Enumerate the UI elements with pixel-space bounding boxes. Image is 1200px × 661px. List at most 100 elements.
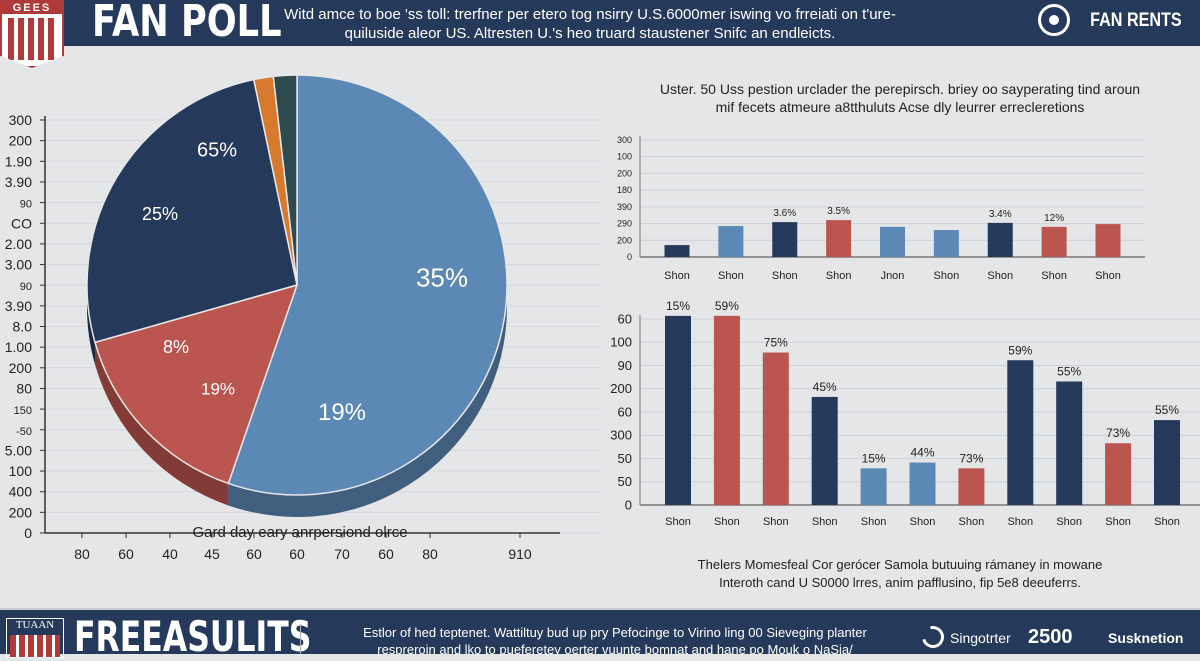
footer-number: 2500	[1028, 626, 1073, 648]
pie-slice-side	[94, 342, 229, 506]
caption-line: Interoth cand U S0000 lrres, anim pafflu…	[719, 575, 1081, 590]
footer-text: Estlor of hed teptenet. Wattiltuy bud up…	[340, 624, 890, 658]
category-label: Shon	[812, 516, 838, 528]
y-tick-label: 0	[625, 497, 632, 512]
category-label: Shon	[763, 516, 789, 528]
flag-logo-text: GEES	[2, 2, 62, 14]
bottom-bar-chart: 60 100 90 200 60 300 50 50 0 15% Shon 59% Shon 75% Sho…	[610, 299, 1200, 528]
bar-value-label: 3.5%	[827, 206, 850, 217]
bar	[713, 315, 740, 505]
bar	[958, 468, 985, 505]
y-tick-label: 90	[20, 281, 32, 293]
bar-value-label: 3.4%	[989, 209, 1012, 220]
pie-slice	[227, 74, 508, 496]
category-label: Shon	[714, 516, 740, 528]
subtitle-line: Witd amce to boe 'ss toll: trerfner per …	[284, 6, 896, 23]
y-tick-label: 200	[610, 381, 632, 396]
bar-value-label: 55%	[1155, 403, 1179, 417]
subtitle-line: quiluside aleor US. Altresten U.'s heo t…	[344, 25, 836, 42]
y-tick-label: 300	[9, 112, 33, 128]
footer: TUAAN FREEASULITS Estlor of hed teptenet…	[0, 608, 1200, 661]
y-tick-label: 3.90	[5, 298, 32, 314]
category-label: Shon	[910, 516, 936, 528]
sponsor-logo-icon	[917, 621, 949, 653]
category-label: Shon	[934, 270, 960, 282]
bar	[664, 245, 690, 257]
x-tick-label: 80	[422, 546, 438, 562]
bar-value-label: 15%	[862, 451, 886, 465]
y-tick-label: 200	[9, 360, 33, 376]
y-tick-label: 50	[618, 474, 632, 489]
y-tick-label: 50	[618, 451, 632, 466]
footer-text-line: Estlor of hed teptenet. Wattiltuy bud up…	[363, 625, 867, 640]
y-tick-label: 200	[617, 235, 632, 245]
bar-value-label: 59%	[715, 299, 739, 313]
y-tick-label: 2.00	[5, 236, 32, 252]
bar	[1154, 420, 1180, 505]
pie-slice-side	[87, 285, 95, 365]
bar	[665, 315, 691, 505]
bar	[1056, 381, 1083, 505]
category-label: Shon	[1095, 270, 1121, 282]
bar-value-label: 15%	[666, 299, 690, 313]
bar	[933, 230, 959, 257]
category-label: Shon	[772, 270, 798, 282]
bar	[860, 468, 887, 505]
x-tick-label: 60	[246, 546, 262, 562]
bar-value-label: 12%	[1044, 213, 1064, 224]
y-tick-label: -50	[16, 426, 32, 438]
y-tick-label: 300	[617, 135, 632, 145]
y-tick-label: 5.00	[5, 442, 32, 458]
pie-label: 8%	[163, 337, 189, 357]
pie-label: 19%	[318, 399, 366, 426]
category-label: Shon	[861, 516, 887, 528]
pie-slice	[272, 74, 298, 286]
y-tick-label: 100	[617, 152, 632, 162]
x-tick-label: 70	[334, 546, 350, 562]
pie-label: 35%	[416, 263, 468, 293]
y-tick-label: 100	[9, 463, 33, 479]
y-tick-label: 300	[610, 428, 632, 443]
y-tick-label: 390	[617, 202, 632, 212]
header-subtitle: Witd amce to boe 'ss toll: trerfner per …	[270, 5, 910, 43]
pie-label: 65%	[197, 140, 237, 162]
category-label: Shon	[718, 270, 744, 282]
header: GEES FAN POLL Witd amce to boe 'ss toll:…	[0, 0, 1200, 68]
x-tick-label: 40	[162, 546, 178, 562]
pie-label: 19%	[201, 380, 235, 399]
flag-logo: GEES	[0, 0, 64, 68]
bar	[1105, 443, 1132, 505]
pie-slice	[94, 283, 299, 485]
page-title: FAN POLL	[92, 0, 282, 47]
category-label: Shon	[1154, 516, 1180, 528]
top-bar-chart: 300 100 200 180 390 290 200 0 Shon Shon 3.6% Shon 3.…	[617, 135, 1145, 282]
bar	[811, 396, 838, 505]
pie-slice	[86, 78, 298, 344]
footer-brand: Susknetion	[1108, 630, 1184, 646]
y-tick-label: CO	[11, 215, 32, 231]
footer-flag-text: TUAAN	[15, 619, 55, 631]
bar-value-label: 44%	[910, 446, 934, 460]
bar	[987, 222, 1013, 257]
y-tick-label: 100	[610, 335, 632, 350]
bar-value-label: 45%	[813, 380, 837, 394]
y-tick-label: 0	[24, 525, 32, 541]
y-tick-label: 90	[618, 358, 632, 373]
y-tick-label: 200	[9, 133, 33, 149]
soccer-ball-icon	[1038, 4, 1070, 36]
bar-value-label: 75%	[764, 336, 788, 350]
pie-chart: 300 200 1.90 3.90 90 CO 2.00 3.00 90 3.90 8.0 1.00 2…	[5, 74, 600, 562]
category-label: Shon	[1041, 270, 1067, 282]
x-tick-label: 60	[118, 546, 134, 562]
y-tick-label: 200	[617, 168, 632, 178]
brand-name: FAN RENTS	[1090, 10, 1182, 31]
sponsor-name: Singotrter	[950, 630, 1011, 646]
bar	[762, 352, 789, 505]
category-label: Shon	[1105, 516, 1131, 528]
footer-flag-logo: TUAAN	[6, 618, 64, 658]
bar-value-label: 55%	[1057, 364, 1081, 378]
y-tick-label: 150	[14, 405, 32, 417]
pie-label: 25%	[142, 204, 178, 224]
category-label: Shon	[664, 270, 690, 282]
category-label: Shon	[987, 270, 1013, 282]
